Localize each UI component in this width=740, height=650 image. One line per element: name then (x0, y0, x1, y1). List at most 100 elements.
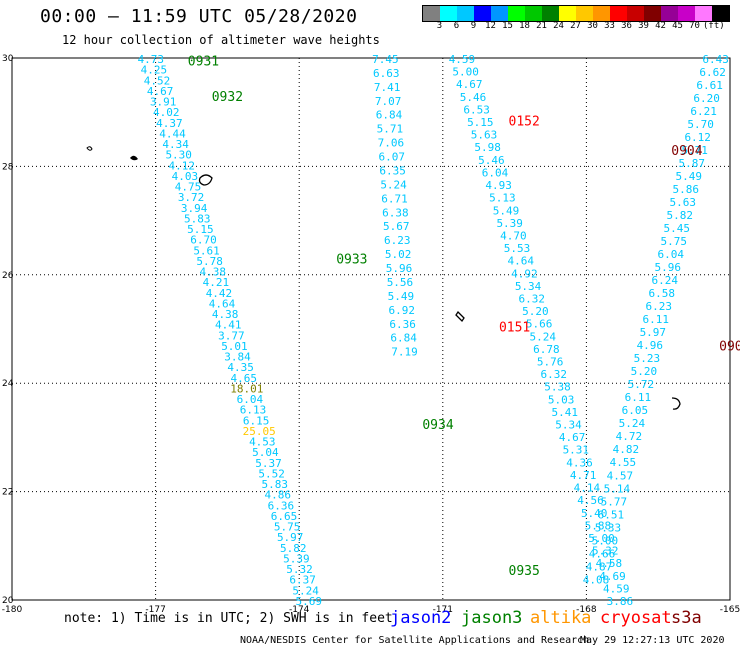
wave-height-value: 7.19 (391, 346, 418, 359)
wave-height-value: 6.15 (243, 414, 270, 427)
wave-height-value: 6.84 (376, 109, 403, 122)
wave-height-value: 4.52 (144, 74, 171, 87)
wave-height-value: 6.11 (643, 313, 670, 326)
wave-height-value: 4.53 (249, 436, 276, 449)
wave-height-value: 5.82 (666, 209, 693, 222)
wave-height-value: 6.58 (649, 287, 676, 300)
wave-height-value: 6.24 (652, 274, 679, 287)
wave-height-value: 5.72 (628, 378, 655, 391)
wave-height-value: 4.03 (172, 170, 199, 183)
wave-height-value: 5.00 (452, 66, 479, 79)
x-tick-label: -168 (576, 605, 597, 615)
wave-height-value: 25.05 (243, 425, 276, 438)
wave-height-value: 5.20 (522, 305, 549, 318)
legend-label: 30 (587, 21, 598, 31)
wave-height-value: 7.45 (372, 53, 399, 66)
island-shape (198, 174, 213, 186)
wave-height-value: 6.65 (271, 510, 298, 523)
legend-swatch (525, 6, 542, 21)
wave-height-value: 5.39 (496, 217, 523, 230)
wave-height-value: 5.23 (634, 352, 661, 365)
wave-height-value: 4.92 (511, 267, 538, 280)
wave-height-value: 5.02 (385, 248, 412, 261)
chart-subtitle: 12 hour collection of altimeter wave hei… (62, 33, 380, 47)
wave-height-value: 5.71 (681, 144, 708, 157)
legend-label: 21 (536, 21, 547, 31)
wave-height-value: 6.11 (625, 391, 652, 404)
wave-height-value: 5.49 (675, 170, 702, 183)
legend-label: 3 (436, 21, 443, 31)
legend-label: 12 (485, 21, 496, 31)
wave-height-value: 6.71 (381, 192, 408, 205)
wave-height-value: 6.20 (693, 92, 720, 105)
legend-label: 42 (655, 21, 666, 31)
wave-height-value: 18.01 (230, 382, 263, 395)
pass-time-label: 0934 (422, 418, 453, 433)
wave-height-value: 6.23 (646, 300, 673, 313)
wave-height-value: 4.14 (574, 482, 601, 495)
pass-time-label: 0933 (336, 253, 367, 268)
wave-height-value: 5.32 (592, 545, 619, 558)
wave-height-value: 5.86 (672, 183, 699, 196)
satellite-legend-jason2: jason2 (390, 608, 452, 628)
wave-height-value: 5.45 (663, 222, 690, 235)
wave-height-value: 4.66 (589, 547, 616, 560)
wave-height-value: 4.41 (215, 319, 242, 332)
wave-height-value: 4.75 (175, 181, 202, 194)
wave-height-value: 5.76 (537, 356, 564, 369)
pass-time-label: 0152 (509, 114, 540, 129)
wave-height-value: 5.88 (585, 519, 612, 532)
legend-label: 39 (638, 21, 649, 31)
wave-height-value: 4.70 (500, 229, 527, 242)
wave-height-value: 5.13 (489, 192, 516, 205)
wave-height-value: 4.55 (610, 456, 637, 469)
footer-note: note: 1) Time is in UTC; 2) SWH is in fe… (64, 611, 393, 626)
wave-height-value: 6.38 (382, 206, 409, 219)
legend-swatch (440, 6, 457, 21)
wave-height-value: 5.41 (552, 406, 579, 419)
pass-time-labels: 0931093209330934093501520151090409030902… (188, 55, 740, 579)
wave-height-value: 6.92 (389, 304, 416, 317)
legend-label: 24 (553, 21, 564, 31)
wave-height-value: 4.65 (230, 372, 257, 385)
wave-height-value: 7.07 (375, 95, 402, 108)
wave-height-value: 5.30 (165, 149, 192, 162)
wave-height-value: 5.14 (604, 482, 631, 495)
satellite-legend-altika: altika (530, 608, 592, 628)
wave-height-value: 5.52 (258, 467, 285, 480)
wave-height-value: 5.96 (655, 261, 682, 274)
wave-height-value: 5.77 (601, 495, 628, 508)
wave-height-value: 6.05 (622, 404, 649, 417)
satellite-legend-cryosat: cryosat (600, 608, 672, 628)
wave-height-value: 4.59 (603, 582, 630, 595)
wave-height-value: 3.86 (607, 595, 634, 608)
wave-height-value: 5.53 (504, 242, 531, 255)
wave-height-value: 4.64 (209, 297, 236, 310)
wave-height-value: 5.98 (474, 141, 501, 154)
color-scale-legend (422, 5, 730, 22)
satellite-legend-jason3: jason3 (461, 608, 523, 628)
wave-height-value: 5.63 (669, 196, 696, 209)
wave-height-value: 5.63 (471, 129, 498, 142)
legend-label: 15 (502, 21, 513, 31)
wave-height-value: 3.94 (181, 202, 208, 215)
y-tick-label: 20 (2, 596, 14, 606)
wave-height-value: 4.42 (206, 287, 233, 300)
wave-height-value: 3.91 (150, 96, 177, 109)
legend-swatch (576, 6, 593, 21)
wave-height-value: 4.36 (566, 456, 593, 469)
island-shape (130, 155, 138, 161)
legend-swatch (610, 6, 627, 21)
wave-height-value: 4.38 (212, 308, 239, 321)
x-tick-label: -177 (145, 605, 165, 615)
wave-height-value: 4.37 (156, 117, 183, 130)
wave-height-value: 6.04 (237, 393, 264, 406)
wave-height-value: 6.04 (482, 166, 509, 179)
wave-height-value: 4.58 (596, 557, 623, 570)
wave-height-value: 5.61 (193, 244, 220, 257)
wave-height-value: 5.38 (544, 381, 571, 394)
wave-height-value: 5.71 (377, 123, 404, 136)
x-tick-label: -165 (720, 605, 740, 615)
wave-height-value: 5.67 (383, 220, 410, 233)
wave-height-value: 6.61 (696, 79, 723, 92)
